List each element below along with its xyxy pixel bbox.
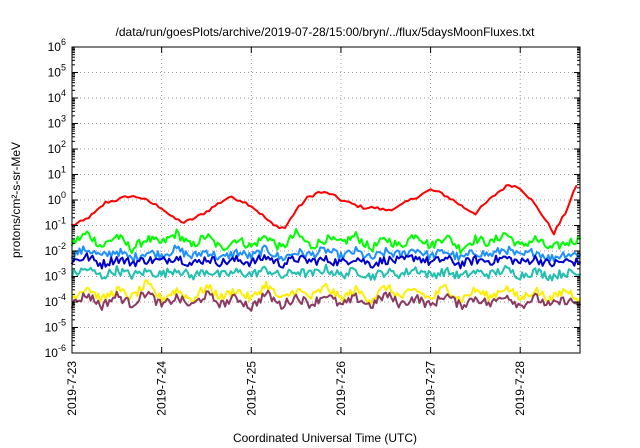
chart-title: /data/run/goesPlots/archive/2019-07-28/1… bbox=[116, 25, 536, 39]
y-tick-label: 10-4 bbox=[45, 292, 66, 309]
series-line-4 bbox=[71, 252, 581, 270]
y-tick-label-exponent: -4 bbox=[58, 292, 66, 302]
y-tick-label: 105 bbox=[48, 63, 66, 80]
y-tick-label-base: 10 bbox=[48, 91, 62, 105]
y-tick-label-exponent: 2 bbox=[61, 139, 66, 149]
y-tick-label-base: 10 bbox=[45, 219, 59, 233]
y-tick-label: 10-2 bbox=[45, 241, 66, 258]
y-tick-labels: 10-610-510-410-310-210-11001011021031041… bbox=[45, 37, 66, 360]
y-tick-label: 103 bbox=[48, 114, 66, 131]
y-tick-label-base: 10 bbox=[48, 142, 62, 156]
y-tick-label: 100 bbox=[48, 190, 66, 207]
y-tick-label-base: 10 bbox=[45, 321, 59, 335]
y-tick-label-exponent: -2 bbox=[58, 241, 66, 251]
x-tick-label: 2019-7-23 bbox=[65, 361, 79, 416]
y-tick-label-base: 10 bbox=[45, 295, 59, 309]
series-line-1 bbox=[71, 184, 578, 236]
y-tick-label-exponent: -6 bbox=[58, 343, 66, 353]
series-line-6 bbox=[71, 279, 581, 305]
y-tick-label-base: 10 bbox=[48, 193, 62, 207]
y-tick-label-exponent: -5 bbox=[58, 318, 66, 328]
x-axis-label: Coordinated Universal Time (UTC) bbox=[233, 431, 417, 445]
y-tick-label-exponent: 3 bbox=[61, 114, 66, 124]
y-tick-label-exponent: 5 bbox=[61, 63, 66, 73]
y-tick-label: 101 bbox=[48, 165, 66, 182]
y-tick-label-exponent: -1 bbox=[58, 216, 66, 226]
y-tick-label-exponent: -3 bbox=[58, 267, 66, 277]
y-tick-label: 104 bbox=[48, 88, 66, 105]
series-layer bbox=[71, 184, 581, 312]
series-line-3 bbox=[71, 244, 581, 263]
series-line-7 bbox=[71, 289, 581, 312]
x-tick-label: 2019-7-26 bbox=[334, 361, 348, 416]
y-tick-label-base: 10 bbox=[48, 168, 62, 182]
y-tick-label: 10-1 bbox=[45, 216, 66, 233]
y-tick-label-base: 10 bbox=[45, 346, 59, 360]
y-tick-label-base: 10 bbox=[45, 244, 59, 258]
y-tick-label-base: 10 bbox=[48, 66, 62, 80]
series-line-5 bbox=[71, 263, 581, 282]
x-tick-label: 2019-7-24 bbox=[155, 361, 169, 416]
y-tick-label: 106 bbox=[48, 37, 66, 54]
y-tick-label-exponent: 6 bbox=[61, 37, 66, 47]
plot-frame bbox=[71, 46, 581, 354]
y-tick-label: 102 bbox=[48, 139, 66, 156]
y-axis-label: protons/cm²-s-sr-MeV bbox=[9, 142, 23, 258]
y-tick-label-base: 10 bbox=[48, 117, 62, 131]
y-tick-label-base: 10 bbox=[48, 40, 62, 54]
y-tick-label: 10-3 bbox=[45, 267, 66, 284]
series-line-2 bbox=[71, 228, 581, 255]
x-tick-labels: 2019-7-23 2019-7-24 2019-7-25 2019-7-26 2019… bbox=[65, 361, 527, 416]
x-tick-label: 2019-7-27 bbox=[424, 361, 438, 416]
y-tick-label-exponent: 1 bbox=[61, 165, 66, 175]
y-tick-label-exponent: 4 bbox=[61, 88, 66, 98]
x-tick-label: 2019-7-28 bbox=[513, 361, 527, 416]
y-tick-label-base: 10 bbox=[45, 270, 59, 284]
x-tick-label: 2019-7-25 bbox=[244, 361, 258, 416]
y-tick-label: 10-6 bbox=[45, 343, 66, 360]
y-tick-label-exponent: 0 bbox=[61, 190, 66, 200]
y-tick-label: 10-5 bbox=[45, 318, 66, 335]
